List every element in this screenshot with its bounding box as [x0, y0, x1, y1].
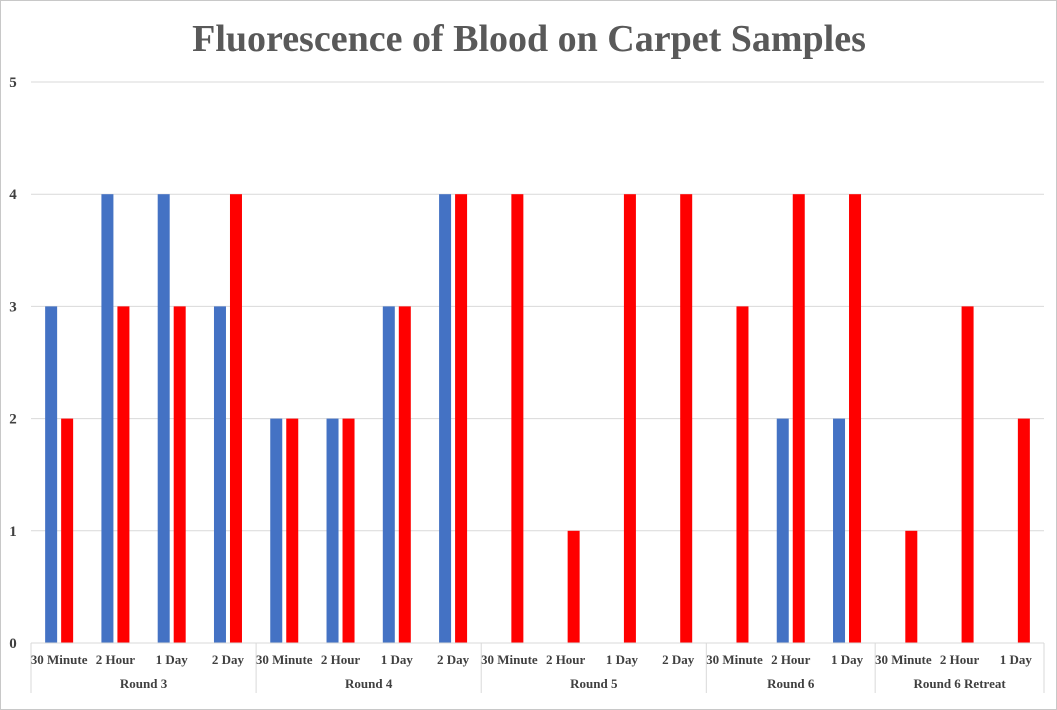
- bar: [1017, 418, 1030, 643]
- bar: [117, 306, 130, 643]
- x-tick-label: 30 Minute: [706, 652, 763, 667]
- x-tick-label: 2 Day: [662, 652, 695, 667]
- x-tick-label: 1 Day: [831, 652, 864, 667]
- x-tick-label: 1 Day: [1000, 652, 1033, 667]
- bar: [833, 418, 846, 643]
- bar: [439, 194, 452, 643]
- x-tick-label: 30 Minute: [481, 652, 538, 667]
- x-tick-label: 2 Hour: [96, 652, 136, 667]
- gridlines: [31, 81, 1044, 532]
- bar: [342, 418, 355, 643]
- bar: [398, 306, 411, 643]
- x-tick-label: 2 Hour: [321, 652, 361, 667]
- bar: [326, 418, 339, 643]
- bar: [61, 418, 74, 643]
- bar: [382, 306, 395, 643]
- bar: [173, 306, 186, 643]
- x-tick-label: 30 Minute: [31, 652, 88, 667]
- x-group-label: Round 3: [120, 676, 168, 691]
- x-tick-label: 2 Hour: [771, 652, 811, 667]
- bar: [849, 194, 862, 643]
- y-tick-label: 0: [9, 636, 17, 652]
- x-group-label: Round 4: [345, 676, 393, 691]
- bar: [776, 418, 789, 643]
- bar: [961, 306, 974, 643]
- x-tick-label: 2 Hour: [546, 652, 586, 667]
- bar: [45, 306, 58, 643]
- x-tick-label: 1 Day: [156, 652, 189, 667]
- bar: [792, 194, 805, 643]
- bar: [455, 194, 468, 643]
- bars: [45, 194, 1030, 643]
- x-axis-group-labels: Round 3 Round 4 Round 5 Round 6 Round 6 Retr…: [30, 643, 1045, 693]
- x-tick-label: 30 Minute: [256, 652, 313, 667]
- x-group-label: Round 5: [570, 676, 618, 691]
- x-tick-label: 2 Day: [437, 652, 470, 667]
- bar: [286, 418, 299, 643]
- x-tick-label: 30 Minute: [875, 652, 932, 667]
- bar: [229, 194, 242, 643]
- x-tick-label: 1 Day: [606, 652, 639, 667]
- y-tick-label: 5: [9, 75, 17, 91]
- x-group-label: Round 6: [767, 676, 815, 691]
- y-tick-label: 3: [9, 299, 17, 315]
- bar: [511, 194, 524, 643]
- bar: [270, 418, 283, 643]
- chart-title: Fluorescence of Blood on Carpet Samples: [192, 18, 866, 60]
- x-group-label: Round 6 Retreat: [913, 676, 1006, 691]
- bar: [736, 306, 749, 643]
- y-axis-ticks: 0 1 2 3 4 5: [9, 75, 17, 652]
- bar: [567, 530, 580, 643]
- x-tick-label: 2 Day: [212, 652, 245, 667]
- y-tick-label: 2: [9, 412, 17, 428]
- bar: [213, 306, 226, 643]
- bar: [101, 194, 114, 643]
- bar: [680, 194, 693, 643]
- y-tick-label: 1: [9, 524, 17, 540]
- bar: [157, 194, 170, 643]
- x-axis-category-labels: 30 Minute 2 Hour 1 Day 2 Day 30 Minute 2 Hour…: [31, 652, 1033, 667]
- x-tick-label: 1 Day: [381, 652, 414, 667]
- y-tick-label: 4: [9, 187, 17, 203]
- x-tick-label: 2 Hour: [940, 652, 980, 667]
- bar: [623, 194, 636, 643]
- bar: [905, 530, 918, 643]
